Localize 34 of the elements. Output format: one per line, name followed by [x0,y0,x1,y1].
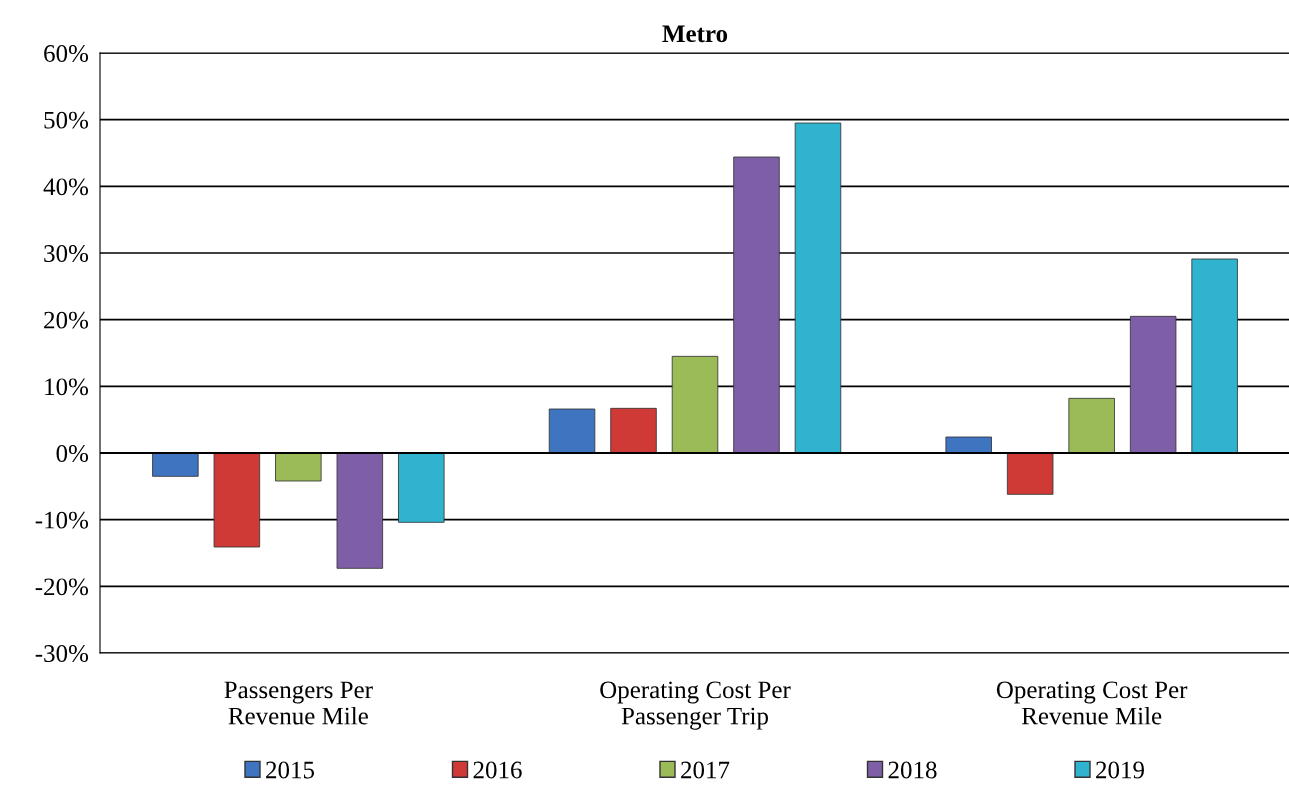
bar [1129,315,1177,454]
y-tick-label: -20% [35,578,89,596]
legend-label: 2018 [888,761,937,779]
bar [548,408,596,454]
y-tick-label: 10% [45,378,89,396]
bar [213,452,261,548]
bar [794,122,842,454]
bar [1006,452,1054,495]
bar [733,156,780,454]
legend-label: 2015 [266,761,315,779]
bar [610,407,657,454]
bar [1191,258,1238,454]
y-tick-label: 60% [44,45,89,62]
y-tick-label: 50% [44,111,89,129]
chart-title: Metro [662,25,728,43]
y-tick-label: 40% [43,178,89,196]
x-tick-label: Operating Cost Per Revenue Mile [996,681,1188,725]
bar [398,452,445,523]
bar [275,452,322,482]
y-tick-label: 0% [56,445,89,462]
bar [671,355,719,454]
y-tick-label: 20% [44,311,89,329]
y-tick-label: 30% [44,245,89,262]
y-tick-label: -30% [35,645,89,662]
bar [336,452,384,569]
legend-label: 2017 [681,761,730,779]
bar [945,436,992,454]
y-tick-label: -10% [35,511,89,529]
bar [1068,397,1115,454]
bar [152,452,199,477]
legend-label: 2019 [1096,761,1144,779]
x-tick-label: Operating Cost Per Passenger Trip [600,681,791,730]
x-tick-label: Passengers Per Revenue Mile [224,681,373,725]
legend-label: 2016 [473,761,522,779]
